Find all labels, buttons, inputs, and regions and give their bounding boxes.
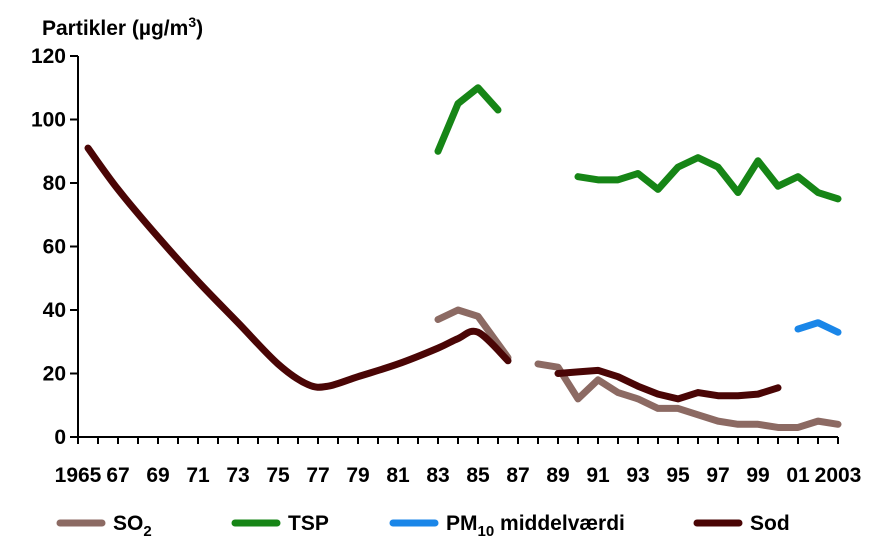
series-line-tsp <box>574 154 842 203</box>
y-tick-label: 120 <box>31 45 66 68</box>
legend-label-pm10-middelv-rdi: PM10 middelværdi <box>446 512 625 540</box>
series-line-sod <box>84 144 512 391</box>
legend-label-main: TSP <box>288 512 329 535</box>
x-tick-label: 67 <box>106 464 129 487</box>
x-tick-label: 69 <box>146 464 169 487</box>
x-tick-label: 1965 <box>55 464 102 487</box>
x-tick-label: 93 <box>626 464 649 487</box>
chart-title: Partikler (µg/m3) <box>42 14 203 40</box>
x-tick-label: 95 <box>666 464 690 487</box>
x-tick-label: 91 <box>586 464 610 487</box>
x-tick-label: 79 <box>346 464 369 487</box>
series-line-so2 <box>434 306 512 362</box>
legend-label-so2: SO2 <box>113 512 152 540</box>
x-tick-label: 75 <box>266 464 290 487</box>
x-tick-label: 97 <box>706 464 729 487</box>
chart-title-superscript: 3 <box>188 14 196 30</box>
y-tick-label: 80 <box>43 172 66 195</box>
series-line-so2 <box>534 360 842 431</box>
x-tick-label: 01 <box>786 464 810 487</box>
y-tick-label: 0 <box>54 426 66 449</box>
y-tick-label: 60 <box>43 236 66 259</box>
legend-label-sod: Sod <box>750 512 790 535</box>
x-tick-label: 99 <box>746 464 769 487</box>
x-tick-label: 89 <box>546 464 569 487</box>
legend-label-main: PM <box>446 512 478 535</box>
x-tick-label: 2003 <box>815 464 862 487</box>
chart-title-close: ) <box>196 17 203 40</box>
legend-label-rest: middelværdi <box>494 512 625 535</box>
y-tick-label: 100 <box>31 109 66 132</box>
legend: SO2 TSP PM10 middelværdi Sod <box>56 512 790 540</box>
chart-title-main: Partikler (µg/m <box>42 17 188 40</box>
legend-label-subscript: 2 <box>143 523 151 540</box>
x-tick-label: 71 <box>186 464 210 487</box>
y-axis: 0 20 40 60 80 100 120 <box>31 45 79 449</box>
x-tick-label: 81 <box>386 464 410 487</box>
x-tick-label: 73 <box>226 464 249 487</box>
legend-label-main: SO <box>113 512 143 535</box>
x-axis: 1965 67 69 71 73 75 77 79 81 83 85 87 89 91 93 95 97 99 01… <box>55 436 862 487</box>
y-tick-label: 20 <box>43 363 66 386</box>
x-tick-label: 87 <box>506 464 529 487</box>
legend-label-subscript: 10 <box>478 523 495 540</box>
x-tick-label: 77 <box>306 464 329 487</box>
legend-label-tsp: TSP <box>288 512 329 535</box>
series-layer <box>84 84 842 431</box>
legend-label-main: Sod <box>750 512 790 535</box>
series-line-pm10-middelv-rdi <box>794 319 842 336</box>
x-tick-label: 83 <box>426 464 449 487</box>
series-line-sod <box>554 366 782 403</box>
x-tick-label: 85 <box>466 464 490 487</box>
y-tick-label: 40 <box>43 299 66 322</box>
series-line-tsp <box>434 84 502 155</box>
